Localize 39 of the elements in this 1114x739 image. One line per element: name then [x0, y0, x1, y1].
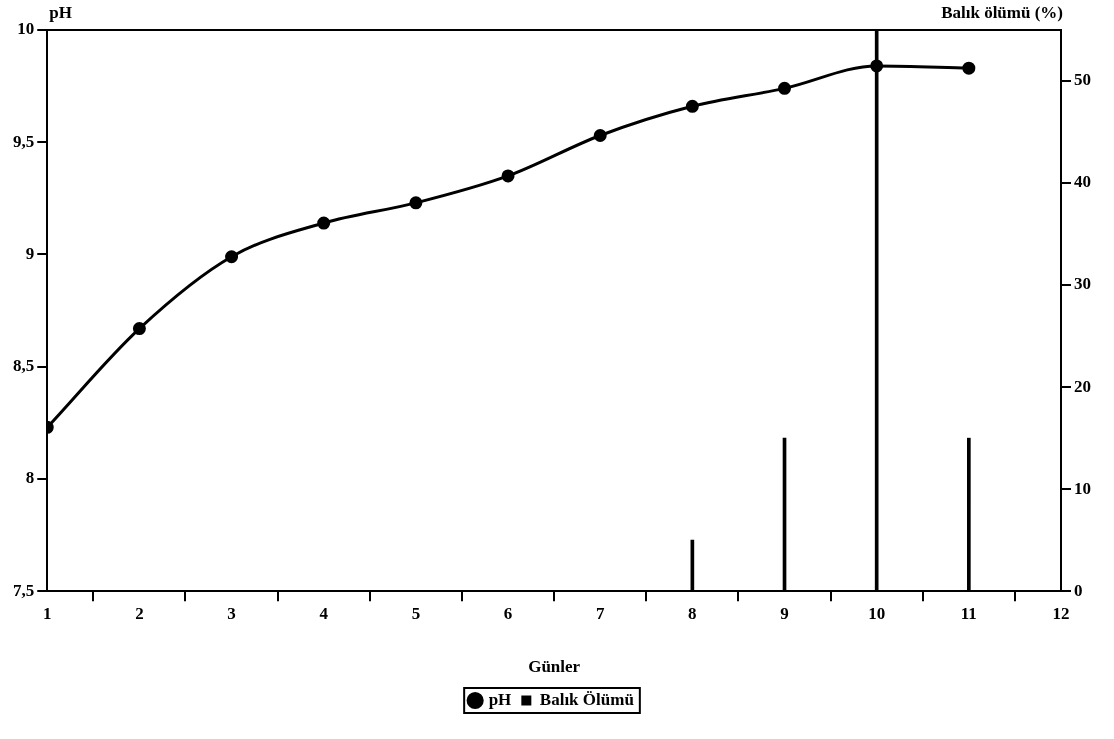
x-tick-label: 7	[595, 603, 605, 623]
y2-tick-label: 20	[1074, 376, 1091, 396]
legend-label: Balık Ölümü	[539, 689, 634, 709]
point	[409, 196, 423, 210]
x-tick-label: 8	[688, 603, 697, 623]
x-tick-label: 10	[868, 603, 886, 623]
x-tick-label: 6	[503, 603, 513, 623]
x-tick-label: 4	[319, 603, 329, 623]
y-tick-label: 10	[17, 19, 35, 39]
y-tick-label: 8	[25, 468, 35, 488]
y-tick-label: 7,5	[13, 580, 35, 600]
y2-tick-label: 50	[1074, 70, 1091, 90]
y2-tick-label: 30	[1074, 274, 1091, 294]
x-tick-label: 1	[43, 603, 52, 623]
y-axis-title: pH	[49, 2, 72, 22]
x-tick-label: 2	[135, 603, 144, 623]
point	[593, 129, 607, 143]
y-tick-label: 9,5	[13, 131, 35, 151]
point	[870, 59, 884, 73]
point	[501, 169, 515, 183]
point	[962, 61, 976, 75]
legend-label: pH	[488, 689, 512, 709]
x-axis-title: Günler	[528, 657, 581, 677]
y2-tick-label: 0	[1074, 580, 1083, 600]
x-tick-label: 12	[1052, 603, 1070, 623]
x-tick-label: 11	[960, 603, 977, 623]
x-tick-label: 9	[780, 603, 789, 623]
point	[225, 250, 239, 264]
point	[317, 216, 331, 230]
point	[132, 322, 146, 336]
y2-axis-title: Balık ölümü (%)	[941, 2, 1063, 22]
point	[778, 81, 792, 95]
y2-tick-label: 40	[1074, 172, 1091, 192]
x-tick-label: 5	[411, 603, 421, 623]
y-tick-label: 8,5	[13, 356, 35, 376]
x-tick-label: 3	[227, 603, 236, 623]
y2-tick-label: 10	[1074, 478, 1091, 498]
y-tick-label: 9	[25, 243, 35, 263]
point	[685, 99, 699, 113]
